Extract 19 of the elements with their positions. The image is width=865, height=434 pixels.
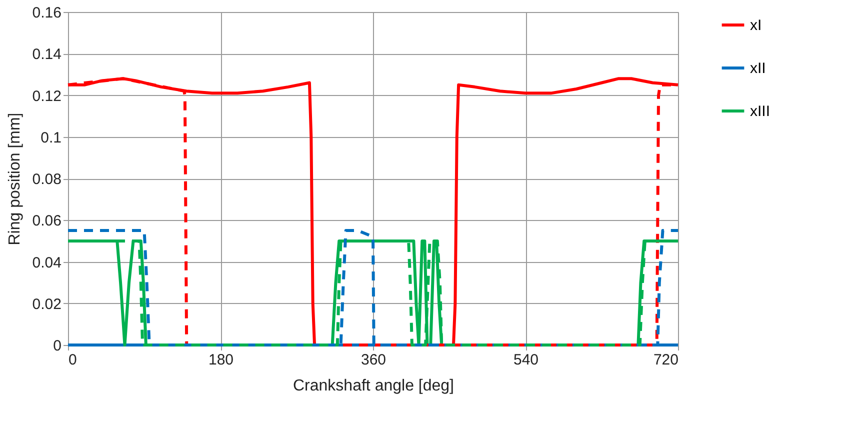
- y-tick-label: 0.04: [32, 254, 62, 272]
- y-tick-label: 0.02: [32, 296, 62, 313]
- y-tick-label: 0: [53, 338, 62, 354]
- x-tick-label: 720: [653, 352, 678, 368]
- x-tick-label: 0: [68, 352, 77, 368]
- x-tick-label: 360: [360, 352, 386, 368]
- y-axis-title: Ring position [mm]: [6, 112, 24, 246]
- x-axis-title: Crankshaft angle [deg]: [293, 378, 454, 394]
- x-tick-label: 180: [208, 352, 234, 368]
- legend-label: xI: [750, 17, 762, 34]
- x-tick-label: 540: [513, 352, 539, 368]
- legend-label: xIII: [750, 103, 770, 120]
- y-tick-label: 0.16: [32, 4, 62, 22]
- y-tick-label: 0.06: [32, 212, 62, 230]
- y-tick-label: 0.1: [40, 129, 62, 146]
- y-tick-label: 0.12: [32, 88, 62, 105]
- legend-label: xII: [750, 60, 766, 77]
- y-tick-label: 0.14: [32, 46, 62, 64]
- y-tick-label: 0.08: [32, 171, 62, 188]
